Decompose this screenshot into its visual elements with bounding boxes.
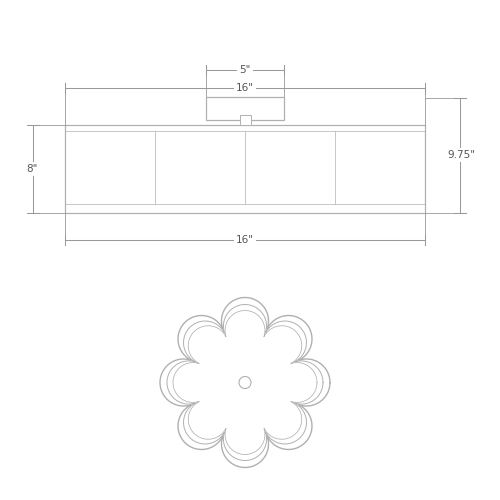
Bar <box>65 125 425 212</box>
Bar <box>206 98 284 120</box>
Text: 16": 16" <box>236 235 254 245</box>
Text: 8": 8" <box>26 164 37 174</box>
Text: 16": 16" <box>236 84 254 94</box>
Text: 9.75": 9.75" <box>448 150 475 160</box>
Bar <box>240 115 250 125</box>
Text: 5": 5" <box>240 65 250 75</box>
